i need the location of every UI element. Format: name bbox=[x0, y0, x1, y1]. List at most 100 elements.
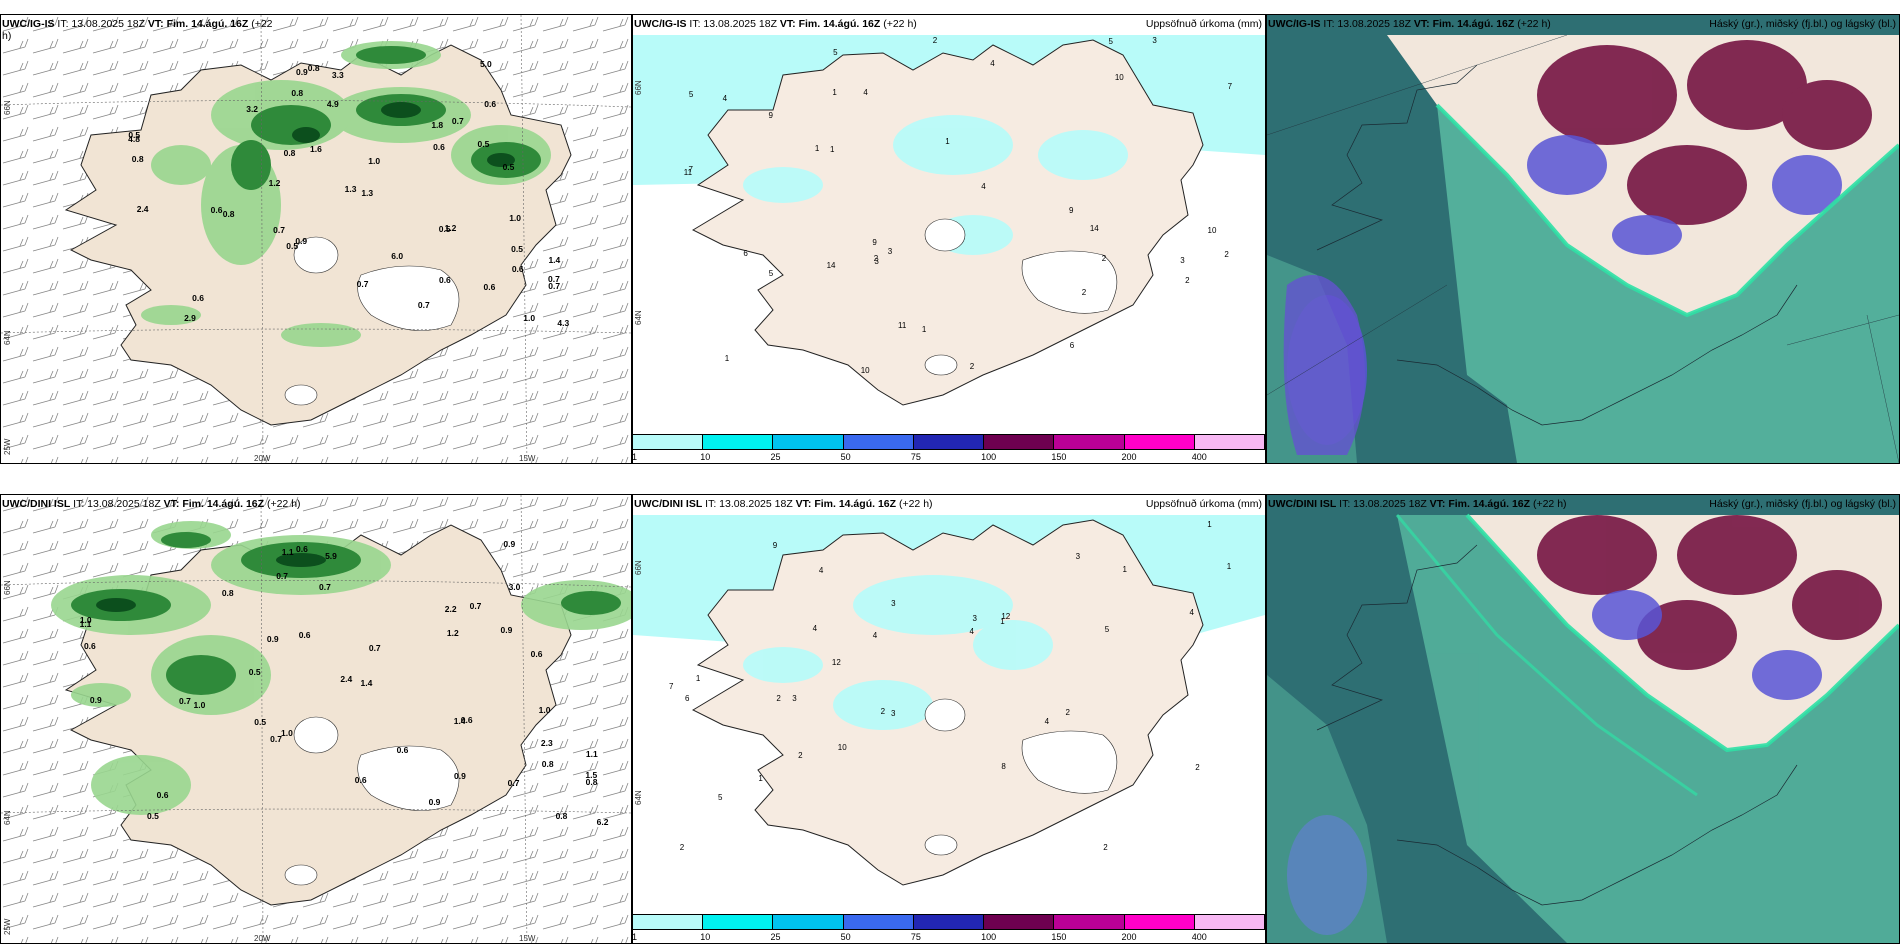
lat-label-66n: 66N bbox=[634, 80, 643, 95]
lead-time: (+22 h) bbox=[266, 498, 301, 510]
precip-value: 0.7 bbox=[417, 299, 430, 310]
colorbar-bottom: 1 10 25 50 75 100 150 200 400 bbox=[632, 914, 1265, 944]
lon-label-20w: 20W bbox=[254, 934, 271, 943]
precip-value: 4 bbox=[1189, 607, 1194, 617]
map-canvas bbox=[633, 495, 1265, 943]
lead-time: (+22 bbox=[251, 18, 273, 30]
precip-value: 1.0 bbox=[523, 312, 536, 323]
precip-value: 0.5 bbox=[438, 223, 451, 234]
precip-value: 1.4 bbox=[360, 677, 373, 688]
precip-value: 0.8 bbox=[222, 208, 235, 219]
model-name: UWC/DINI ISL bbox=[2, 498, 71, 510]
precip-value: 0.6 bbox=[433, 142, 445, 153]
map-canvas bbox=[1, 495, 631, 943]
precip-value: 1.8 bbox=[431, 119, 444, 130]
colorbar-segment bbox=[702, 434, 774, 450]
precip-value: 0.7 bbox=[368, 642, 381, 653]
precip-value: 0.7 bbox=[507, 778, 520, 789]
precip-value: 11 bbox=[898, 320, 907, 330]
precip-value: 2 bbox=[1065, 707, 1070, 717]
precip-value: 4 bbox=[863, 88, 868, 98]
precip-value: 3 bbox=[792, 693, 797, 703]
precip-value: 1.0 bbox=[79, 615, 92, 626]
precip-value: 2.4 bbox=[136, 204, 149, 215]
precip-value: 2 bbox=[679, 843, 685, 853]
precip-value: 0.8 bbox=[307, 63, 320, 74]
panel-bottom-mid-precip: UWC/DINI ISL IT: 13.08.2025 18Z VT: Fim.… bbox=[632, 494, 1266, 944]
precip-value: 4.8 bbox=[128, 133, 140, 144]
init-time: IT: 13.08.2025 18Z bbox=[73, 498, 161, 510]
panel-top-left-wind-precip: UWC/IG-IS IT: 13.08.2025 18Z VT: Fim. 14… bbox=[0, 14, 632, 464]
colorbar-label: 75 bbox=[910, 932, 921, 942]
precip-value: 5.0 bbox=[479, 58, 492, 69]
lead-time: (+22 h) bbox=[898, 498, 933, 510]
precip-value: 8 bbox=[1001, 761, 1006, 771]
precip-value: 2 bbox=[969, 361, 975, 371]
precip-value: 0.6 bbox=[396, 744, 409, 755]
precip-value: 1.5 bbox=[585, 769, 598, 780]
precip-value: 0.9 bbox=[428, 797, 441, 808]
precip-value: 6 bbox=[1069, 340, 1075, 350]
precip-value: 10 bbox=[860, 366, 870, 376]
precip-value: 1.2 bbox=[446, 628, 459, 639]
precip-value: 2 bbox=[1103, 843, 1108, 853]
precip-value: 0.5 bbox=[146, 811, 159, 822]
precip-value: 0.6 bbox=[438, 275, 451, 286]
precip-value: 3 bbox=[891, 598, 896, 608]
precip-value: 0.8 bbox=[585, 776, 598, 787]
precip-value: 0.6 bbox=[511, 263, 524, 274]
init-time: IT: 13.08.2025 18Z bbox=[689, 18, 777, 30]
precip-value: 3 bbox=[890, 709, 896, 719]
precip-value: 1 bbox=[695, 673, 701, 683]
valid-time: VT: Fim. 14.ágú. 16Z bbox=[147, 18, 249, 30]
colorbar-label: 150 bbox=[1051, 452, 1067, 462]
colorbar-segment bbox=[1123, 914, 1195, 930]
precip-value: 5 bbox=[718, 792, 723, 802]
precip-value: 14 bbox=[1089, 223, 1099, 233]
colorbar-segment bbox=[1193, 434, 1265, 450]
precip-value: 3 bbox=[1075, 552, 1081, 562]
precip-value: 0.8 bbox=[131, 154, 144, 165]
precip-value: 0.9 bbox=[295, 235, 308, 246]
init-time: IT: 13.08.2025 18Z bbox=[705, 498, 793, 510]
precip-value: 2 bbox=[1224, 249, 1229, 259]
precip-value: 14 bbox=[826, 260, 836, 270]
panel-bottom-left-wind-precip: UWC/DINI ISL IT: 13.08.2025 18Z VT: Fim.… bbox=[0, 494, 632, 944]
precip-value: 4 bbox=[872, 630, 878, 640]
precip-value: 2 bbox=[776, 694, 781, 704]
field-description: Háský (gr.), miðský (fj.bl.) og lágský (… bbox=[1709, 18, 1896, 30]
lat-label-66n: 66N bbox=[634, 560, 643, 575]
colorbar-segment bbox=[772, 434, 844, 450]
model-name: UWC/DINI ISL bbox=[634, 498, 703, 510]
precip-value: 4 bbox=[990, 58, 995, 68]
map-canvas bbox=[1267, 15, 1899, 463]
precip-value: 5 bbox=[688, 89, 694, 99]
panel-title: UWC/IG-IS IT: 13.08.2025 18Z VT: Fim. 14… bbox=[2, 18, 273, 42]
precip-value: 0.8 bbox=[283, 147, 296, 158]
precip-value: 1 bbox=[945, 136, 950, 146]
panel-title: UWC/DINI ISL IT: 13.08.2025 18Z VT: Fim.… bbox=[2, 498, 301, 510]
precip-value: 3.3 bbox=[331, 70, 344, 80]
model-name: UWC/IG-IS bbox=[1268, 18, 1321, 30]
lon-label-15w: 15W bbox=[519, 454, 536, 463]
colorbar-label: 400 bbox=[1191, 452, 1207, 462]
model-name: UWC/IG-IS bbox=[634, 18, 687, 30]
colorbar-segment bbox=[842, 434, 914, 450]
precip-value: 0.9 bbox=[295, 66, 308, 77]
precip-value: 0.8 bbox=[555, 811, 568, 822]
colorbar-label: 100 bbox=[981, 452, 997, 462]
colorbar-label: 75 bbox=[910, 452, 921, 462]
precip-value: 12 bbox=[1001, 611, 1011, 621]
field-description: Háský (gr.), miðský (fj.bl.) og lágský (… bbox=[1709, 498, 1896, 510]
precip-value: 0.5 bbox=[502, 161, 515, 172]
precip-value: 1.2 bbox=[444, 223, 457, 234]
precip-value: 0.6 bbox=[354, 774, 367, 785]
colorbar-segment bbox=[842, 914, 914, 930]
colorbar-label: 1 bbox=[632, 932, 638, 942]
precip-value: 1 bbox=[1122, 564, 1127, 574]
precip-value: 1 bbox=[758, 773, 763, 783]
precip-value: 3.0 bbox=[508, 582, 521, 593]
precip-value: 1.2 bbox=[268, 178, 281, 189]
precip-value: 5.9 bbox=[325, 551, 337, 562]
model-name: UWC/DINI ISL bbox=[1268, 498, 1337, 510]
